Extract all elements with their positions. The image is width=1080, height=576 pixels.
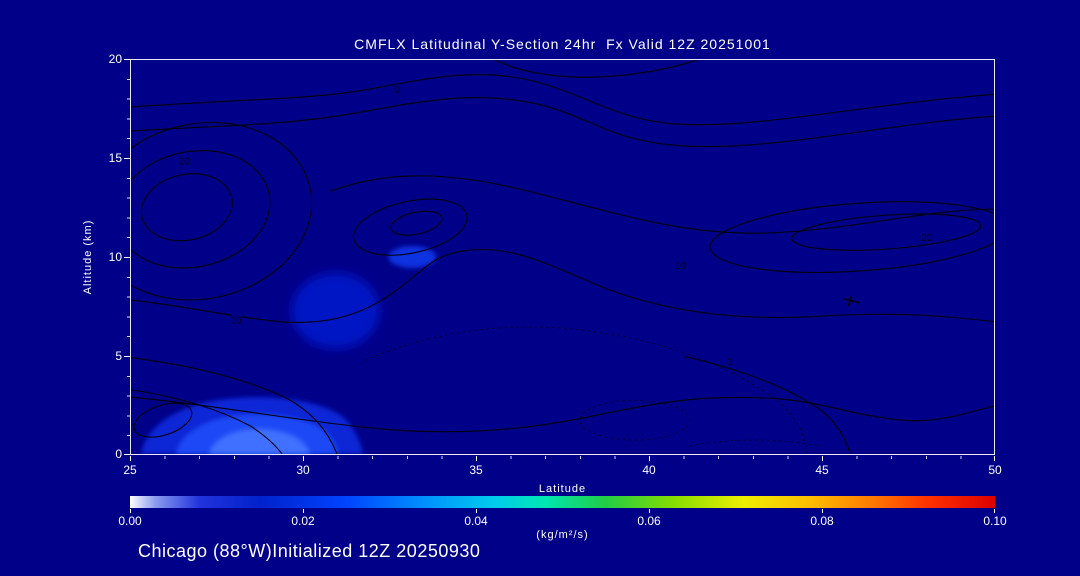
colorbar-tick-label: 0.04 [464, 514, 488, 528]
x-tick-label: 25 [123, 463, 137, 477]
x-tick-label: 45 [815, 463, 829, 477]
contour-mark [843, 295, 860, 306]
contour-line [131, 248, 994, 323]
shaded-region-surface-core [208, 428, 311, 454]
x-axis-tick [130, 456, 131, 461]
x-tick-label: 35 [469, 463, 483, 477]
colorbar-units: (kg/m²/s) [536, 529, 589, 541]
contour-line [709, 201, 994, 273]
contour-line [390, 210, 443, 236]
x-axis-tick [994, 456, 995, 461]
contour-label: 0 [727, 357, 733, 368]
contour-line-dashed [579, 399, 691, 441]
y-axis-tick [124, 257, 130, 258]
x-tick-label: 30 [296, 463, 310, 477]
y-axis-tick [124, 454, 130, 455]
contour-line [494, 60, 699, 78]
y-tick-label: 5 [115, 349, 122, 363]
contour-line [684, 355, 851, 454]
y-tick-label: 15 [108, 151, 122, 165]
colorbar-tick-label: 0.06 [637, 514, 661, 528]
colorbar-tick [994, 509, 995, 513]
x-tick-label: 50 [988, 463, 1002, 477]
contour-label: 20 [921, 233, 933, 244]
contour-line [330, 175, 994, 234]
shaded-region-midlevel [291, 272, 380, 349]
contour-line [791, 213, 982, 251]
contour-label: 20 [179, 156, 191, 167]
shaded-regions [140, 246, 437, 454]
x-tick-label: 40 [642, 463, 656, 477]
contour-line [131, 96, 994, 148]
colorbar [130, 496, 995, 508]
chart-title: CMFLX Latitudinal Y-Section 24hr Fx Vali… [354, 36, 771, 52]
contour-field: 0 20 10 10 20 0 [131, 60, 994, 454]
contour-line [131, 396, 994, 433]
contour-line [352, 198, 468, 256]
x-axis-tick [476, 456, 477, 461]
y-axis-tick [124, 158, 130, 159]
x-axis-tick [649, 456, 650, 461]
y-axis-tick [124, 59, 130, 60]
colorbar-tick-label: 0.10 [983, 514, 1007, 528]
y-tick-label: 10 [108, 250, 122, 264]
colorbar-tick [822, 509, 823, 513]
colorbar-tick-label: 0.00 [118, 514, 142, 528]
contour-labels: 0 20 10 10 20 0 [177, 83, 934, 370]
x-axis-tick [303, 456, 304, 461]
contour-line-dashed [365, 326, 808, 454]
contour-line [131, 149, 271, 269]
colorbar-tick [476, 509, 477, 513]
y-tick-label: 20 [108, 52, 122, 66]
contour-lines [131, 60, 994, 454]
contour-dashed-lines [365, 326, 820, 454]
colorbar-tick-label: 0.02 [291, 514, 315, 528]
contour-line [133, 402, 193, 438]
contour-label: 10 [231, 316, 243, 327]
contour-line [131, 73, 994, 126]
x-axis-minor-ticks [130, 456, 995, 459]
contour-line [140, 173, 233, 242]
contour-line [131, 121, 313, 301]
contour-label: 0 [394, 85, 400, 96]
contour-line [131, 357, 338, 454]
y-tick-label: 0 [115, 447, 122, 461]
colorbar-tick [130, 509, 131, 513]
contour-line-dashed [689, 439, 820, 447]
x-axis-label: Latitude [538, 483, 587, 495]
contour-label: 10 [675, 261, 687, 272]
colorbar-tick-label: 0.08 [810, 514, 834, 528]
y-axis-tick [124, 356, 130, 357]
colorbar-tick [649, 509, 650, 513]
footer-annotation: Chicago (88°W)Initialized 12Z 20250930 [138, 541, 481, 561]
contour-line [131, 389, 283, 454]
x-axis-tick [822, 456, 823, 461]
plot-area: 0 20 10 10 20 0 [130, 59, 995, 455]
colorbar-tick [303, 509, 304, 513]
shaded-region-small [388, 246, 437, 268]
